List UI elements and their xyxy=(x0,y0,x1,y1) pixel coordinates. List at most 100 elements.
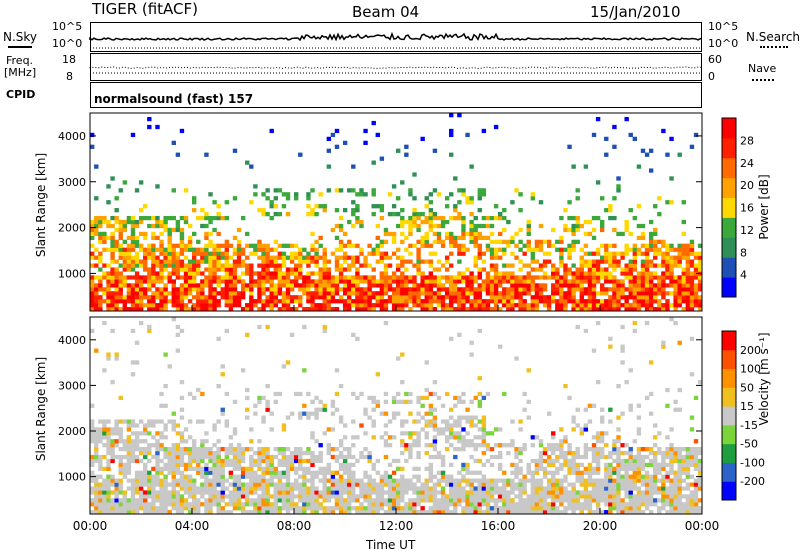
heatmap-cell xyxy=(616,510,621,515)
heatmap-cell xyxy=(583,307,589,312)
heatmap-cell xyxy=(192,506,197,511)
heatmap-cell xyxy=(653,299,658,304)
heatmap-cell xyxy=(648,235,654,241)
heatmap-cell xyxy=(677,152,682,157)
heatmap-cell xyxy=(379,494,385,499)
heatmap-cell xyxy=(212,307,217,312)
heatmap-cell xyxy=(245,494,250,499)
heatmap-cell xyxy=(147,251,152,256)
power-heatmap-cells xyxy=(90,113,703,312)
heatmap-cell xyxy=(498,478,503,483)
heatmap-cell xyxy=(359,391,364,397)
heatmap-cell xyxy=(265,383,270,389)
heatmap-cell xyxy=(546,510,552,515)
heatmap-cell xyxy=(555,478,560,483)
freq-label-line2: [MHz] xyxy=(4,66,37,79)
heatmap-cell xyxy=(396,267,401,272)
heatmap-cell xyxy=(473,295,478,300)
heatmap-cell xyxy=(665,490,670,495)
heatmap-cell xyxy=(408,275,413,280)
heatmap-cell xyxy=(567,255,572,260)
heatmap-cell xyxy=(102,478,107,483)
heatmap-cell xyxy=(306,279,311,284)
heatmap-cell xyxy=(167,251,172,256)
heatmap-cell xyxy=(669,506,674,511)
heatmap-cell xyxy=(261,478,266,483)
heatmap-cell xyxy=(90,132,95,138)
heatmap-cell xyxy=(114,443,119,448)
heatmap-cell xyxy=(298,391,303,397)
heatmap-cell xyxy=(440,470,446,475)
heatmap-cell xyxy=(440,427,446,432)
heatmap-cell xyxy=(404,144,409,149)
heatmap-cell xyxy=(412,419,417,424)
heatmap-cell xyxy=(387,419,393,424)
heatmap-cell xyxy=(159,251,164,256)
heatmap-cell xyxy=(530,255,536,260)
heatmap-cell xyxy=(628,259,633,264)
heatmap-cell xyxy=(453,478,458,483)
heatmap-cell xyxy=(330,494,336,499)
heatmap-cell xyxy=(587,510,593,515)
heatmap-cell xyxy=(147,490,152,495)
heatmap-cell xyxy=(391,184,397,189)
heatmap-cell xyxy=(453,395,458,401)
heatmap-cell xyxy=(94,435,99,440)
heatmap-cell xyxy=(481,267,487,272)
heatmap-cell xyxy=(636,415,642,420)
heatmap-cell xyxy=(196,486,201,491)
heatmap-cell xyxy=(502,208,507,213)
heatmap-cell xyxy=(412,506,417,511)
heatmap-cell xyxy=(546,447,552,452)
heatmap-cell xyxy=(428,454,434,460)
heatmap-cell xyxy=(681,275,686,280)
heatmap-cell xyxy=(130,506,136,511)
heatmap-cell xyxy=(440,219,446,225)
heatmap-cell xyxy=(644,267,650,272)
heatmap-cell xyxy=(138,494,144,499)
heatmap-cell xyxy=(644,299,650,304)
heatmap-cell xyxy=(126,215,132,221)
heatmap-cell xyxy=(281,192,287,197)
heatmap-cell xyxy=(371,435,376,440)
heatmap-cell xyxy=(130,498,136,503)
heatmap-cell xyxy=(261,259,266,264)
heatmap-cell xyxy=(285,243,291,248)
heatmap-cell xyxy=(461,478,466,483)
heatmap-cell xyxy=(563,510,568,515)
heatmap-cell xyxy=(648,307,654,312)
heatmap-cell xyxy=(440,454,446,460)
heatmap-cell xyxy=(273,275,278,280)
heatmap-cell xyxy=(477,399,482,404)
heatmap-cell xyxy=(114,506,119,511)
heatmap-cell xyxy=(428,219,434,225)
heatmap-cell xyxy=(379,478,385,483)
heatmap-cell xyxy=(485,458,491,464)
heatmap-cell xyxy=(281,450,287,456)
heatmap-cell xyxy=(551,510,556,515)
heatmap-cell xyxy=(526,227,531,233)
heatmap-cell xyxy=(138,283,144,288)
heatmap-cell xyxy=(612,478,617,483)
heatmap-cell xyxy=(518,275,523,280)
heatmap-cell xyxy=(175,348,181,353)
heatmap-cell xyxy=(175,458,181,464)
heatmap-cell xyxy=(163,303,168,308)
heatmap-cell xyxy=(644,470,650,475)
heatmap-cell xyxy=(130,486,136,491)
heatmap-cell xyxy=(294,263,299,268)
heatmap-cell xyxy=(587,506,593,511)
heatmap-cell xyxy=(595,458,601,464)
heatmap-cell xyxy=(424,239,429,244)
heatmap-cell xyxy=(192,279,197,284)
heatmap-cell xyxy=(685,275,691,280)
heatmap-cell xyxy=(453,295,458,300)
heatmap-cell xyxy=(187,447,193,452)
heatmap-cell xyxy=(106,431,111,436)
heatmap-cell xyxy=(624,307,629,312)
heatmap-cell xyxy=(653,474,658,479)
heatmap-cell xyxy=(624,275,629,280)
heatmap-cell xyxy=(204,231,209,237)
heatmap-cell xyxy=(485,223,491,229)
heatmap-cell xyxy=(159,279,164,284)
